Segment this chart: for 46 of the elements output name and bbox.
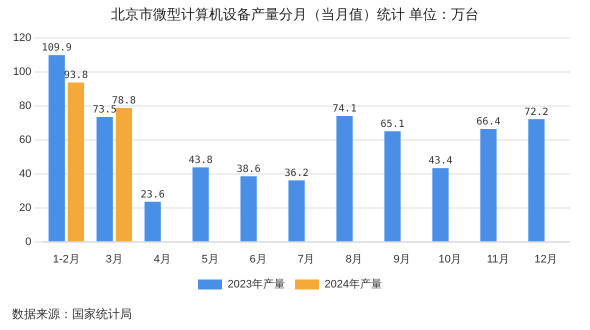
y-tick-label: 20 (19, 202, 32, 214)
source-note: 数据来源：国家统计局 (12, 306, 132, 323)
x-tick-label: 9月 (394, 253, 411, 266)
bar (96, 116, 113, 242)
legend-label: 2023年产量 (228, 278, 286, 291)
y-tick-label: 40 (19, 168, 32, 180)
y-tick-label: 120 (12, 32, 32, 44)
y-tick-label: 100 (12, 66, 32, 78)
bar (384, 131, 401, 242)
chart-title: 北京市微型计算机设备产量分月（当月值）统计 单位：万台 (110, 6, 480, 24)
y-tick-label: 60 (19, 134, 32, 146)
bar (528, 119, 545, 242)
x-tick-label: 7月 (298, 253, 315, 266)
x-tick-label: 5月 (202, 253, 219, 266)
data-label: 73.5 (92, 104, 117, 116)
data-label: 109.9 (42, 42, 72, 54)
data-label: 36.2 (284, 168, 309, 179)
bar (240, 176, 257, 242)
data-label: 65.1 (380, 118, 405, 130)
y-tick-label: 0 (25, 236, 32, 248)
bar (480, 129, 497, 242)
bar (288, 180, 305, 242)
x-tick-label: 4月 (154, 253, 171, 266)
x-tick-label: 10月 (438, 253, 462, 266)
bar (48, 55, 65, 242)
data-label: 38.6 (236, 164, 261, 175)
data-label: 72.2 (524, 106, 548, 118)
x-tick-label: 11月 (486, 253, 510, 266)
data-label: 43.4 (428, 156, 453, 167)
x-tick-label: 8月 (346, 253, 363, 266)
data-label: 23.6 (140, 189, 165, 200)
x-tick-label: 12月 (534, 253, 558, 266)
legend-label: 2024年产量 (324, 278, 382, 291)
data-label: 43.8 (188, 155, 213, 166)
x-tick-label: 3月 (106, 253, 123, 266)
bar (432, 168, 449, 242)
data-label: 74.1 (332, 104, 357, 115)
bar (68, 82, 84, 242)
bar (336, 116, 353, 242)
data-label: 66.4 (476, 116, 500, 128)
x-tick-label: 6月 (250, 253, 267, 266)
bar (144, 202, 161, 242)
x-tick-label: 1-2月 (52, 253, 80, 266)
y-tick-label: 80 (19, 100, 32, 112)
bar (116, 108, 132, 242)
bar (192, 167, 209, 242)
